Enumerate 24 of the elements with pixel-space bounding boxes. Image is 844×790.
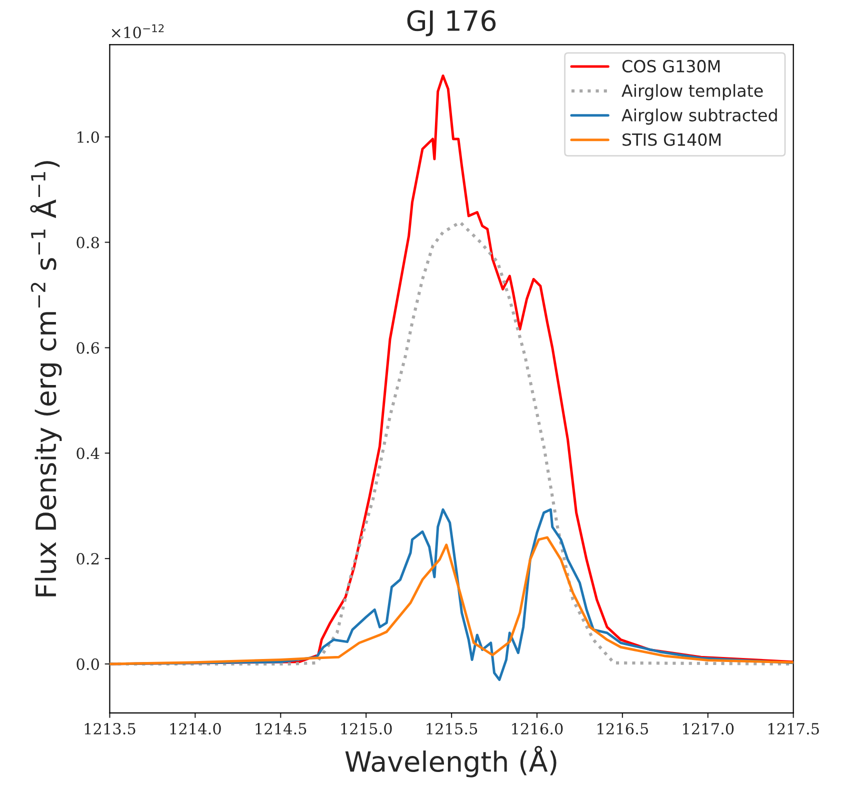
y-tick-label: 0.8: [76, 236, 99, 248]
y-axis-title: Flux Density (erg cm$^{−2}$ s$^{−1}$ Å$^{−1}$): [30, 161, 62, 596]
y-tick-label: 0.4: [76, 448, 100, 460]
x-tick-label: 1214.0: [170, 722, 221, 735]
line-series: [110, 536, 794, 666]
y-tick-label: 0.2: [76, 553, 98, 565]
x-tick-label: 1215.0: [341, 722, 392, 735]
legend-label: COS G130M: [622, 60, 720, 73]
y-tick-label: 1.0: [78, 131, 99, 143]
chart-title: GJ 176: [407, 10, 496, 36]
x-axis-title: Wavelength (Å): [345, 746, 556, 778]
x-tick-label: 1215.5: [426, 722, 478, 735]
x-tick-label: 1216.5: [598, 722, 648, 735]
x-tick-label: 1217.5: [768, 722, 819, 735]
y-tick-label: 0.6: [76, 342, 100, 354]
legend-label: STIS G140M: [622, 133, 721, 146]
text: ×10$^{−12}$: [112, 24, 164, 38]
x-tick-label: 1217.0: [683, 722, 734, 735]
legend-label: Airglow subtracted: [622, 108, 777, 125]
legend-label: Airglow template: [622, 84, 763, 100]
y-tick-label: 0.0: [76, 658, 99, 670]
x-tick-label: 1214.5: [256, 722, 306, 735]
x-tick-label: 1213.5: [84, 722, 136, 735]
x-tick-label: 1216.0: [512, 722, 563, 735]
